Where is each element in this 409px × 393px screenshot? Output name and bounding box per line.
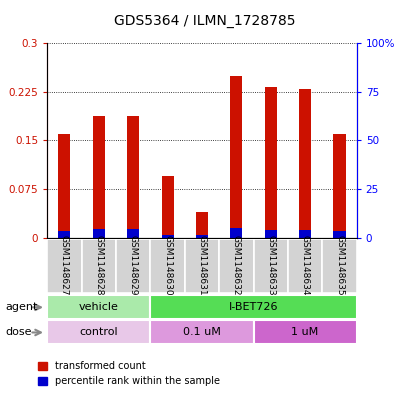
Bar — [127, 116, 139, 230]
FancyBboxPatch shape — [47, 239, 81, 293]
FancyBboxPatch shape — [47, 320, 150, 344]
Bar — [161, 176, 173, 235]
Text: GSM1148627: GSM1148627 — [60, 235, 69, 296]
FancyBboxPatch shape — [253, 239, 287, 293]
Bar — [161, 235, 173, 238]
Text: 1 uM: 1 uM — [291, 327, 318, 337]
FancyBboxPatch shape — [150, 295, 356, 319]
Text: agent: agent — [5, 302, 37, 312]
Bar — [58, 231, 70, 238]
FancyBboxPatch shape — [218, 239, 253, 293]
Text: GDS5364 / ILMN_1728785: GDS5364 / ILMN_1728785 — [114, 14, 295, 28]
Bar — [58, 134, 70, 231]
FancyBboxPatch shape — [287, 239, 321, 293]
Text: 0.1 uM: 0.1 uM — [182, 327, 220, 337]
Bar — [333, 134, 345, 231]
Text: GSM1148628: GSM1148628 — [94, 235, 103, 296]
Text: GSM1148632: GSM1148632 — [231, 235, 240, 296]
Bar — [127, 230, 139, 238]
FancyBboxPatch shape — [150, 320, 253, 344]
Bar — [298, 230, 310, 238]
Text: GSM1148634: GSM1148634 — [300, 235, 309, 296]
Legend: transformed count, percentile rank within the sample: transformed count, percentile rank withi… — [38, 361, 220, 386]
Text: dose: dose — [5, 327, 31, 337]
FancyBboxPatch shape — [253, 320, 356, 344]
Bar — [196, 235, 207, 238]
Bar — [298, 88, 310, 230]
FancyBboxPatch shape — [321, 239, 356, 293]
Bar — [333, 231, 345, 238]
Text: GSM1148635: GSM1148635 — [334, 235, 343, 296]
Text: vehicle: vehicle — [79, 302, 118, 312]
FancyBboxPatch shape — [150, 239, 184, 293]
Bar — [196, 212, 207, 235]
Text: I-BET726: I-BET726 — [228, 302, 278, 312]
Bar — [230, 75, 242, 228]
Text: GSM1148630: GSM1148630 — [163, 235, 172, 296]
Bar — [264, 87, 276, 230]
FancyBboxPatch shape — [116, 239, 150, 293]
Text: GSM1148633: GSM1148633 — [265, 235, 274, 296]
Bar — [92, 230, 105, 238]
FancyBboxPatch shape — [184, 239, 218, 293]
FancyBboxPatch shape — [81, 239, 116, 293]
Text: GSM1148629: GSM1148629 — [128, 235, 137, 296]
Text: GSM1148631: GSM1148631 — [197, 235, 206, 296]
FancyBboxPatch shape — [47, 295, 150, 319]
Bar — [92, 116, 105, 230]
Bar — [264, 230, 276, 238]
Bar — [230, 228, 242, 238]
Text: control: control — [79, 327, 118, 337]
